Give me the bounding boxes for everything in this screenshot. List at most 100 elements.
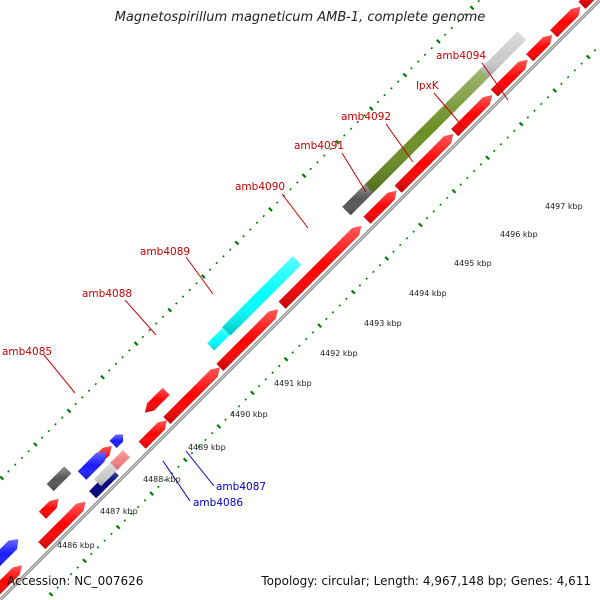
outer-minor-tick (249, 228, 252, 231)
leader-line (341, 152, 367, 193)
cds-feature[interactable] (363, 190, 397, 224)
inner-minor-tick (257, 384, 261, 388)
inner-minor-tick (69, 572, 73, 576)
topology-summary: Topology: circular; Length: 4,967,148 bp… (261, 574, 591, 588)
scale-labels: 4486 kbp 4487 kbp 4488 kbp 4489 kbp 4490 kbp… (57, 202, 583, 550)
inner-minor-tick (298, 344, 301, 348)
cds-arrow-shading (526, 35, 553, 62)
outer-minor-tick (60, 416, 64, 419)
gene-label[interactable]: amb4091 (294, 140, 344, 152)
cds-feature[interactable] (109, 434, 124, 449)
cds-arrow-shading (38, 498, 59, 519)
scale-label: 4494 kbp (409, 289, 447, 298)
cds-feature[interactable] (110, 450, 131, 470)
gene-label[interactable]: amb4087 (216, 481, 266, 493)
gene-label[interactable]: amb4092 (341, 111, 391, 123)
cds-feature[interactable] (0, 539, 19, 569)
outer-minor-tick (74, 402, 77, 406)
cds-feature[interactable] (94, 462, 118, 487)
outer-minor-tick (107, 369, 111, 372)
gene-label[interactable]: amb4094 (436, 50, 486, 62)
outer-minor-tick (255, 221, 259, 225)
cds-arrow-shading (490, 59, 528, 97)
cds-feature[interactable] (364, 69, 489, 193)
cds-feature[interactable] (394, 134, 454, 193)
cds-feature[interactable] (163, 367, 220, 424)
cds-feature[interactable] (38, 498, 59, 519)
cds-feature[interactable] (145, 387, 170, 413)
outer-minor-tick (423, 53, 427, 57)
outer-minor-tick (181, 295, 185, 298)
cds-feature[interactable] (138, 420, 167, 449)
inner-minor-tick (492, 149, 496, 153)
inner-minor-tick (204, 438, 207, 442)
gene-label[interactable]: lpxK (416, 80, 440, 92)
outer-minor-tick (13, 463, 17, 466)
cds-arrow-shading (163, 367, 220, 424)
gene-labels: amb4085 amb4088 amb4089 amb4090 amb4091 amb40… (2, 50, 486, 509)
scale-label: 4492 kbp (320, 349, 358, 358)
outer-minor-tick (208, 268, 212, 272)
cds-feature[interactable] (77, 451, 107, 480)
inner-minor-tick (278, 364, 281, 368)
cds-feature[interactable] (207, 327, 230, 351)
cds-feature[interactable] (451, 95, 493, 137)
cds-feature[interactable] (526, 35, 553, 62)
cds-arrow-shading (550, 6, 581, 38)
outer-minor-tick (329, 147, 333, 151)
cds-feature[interactable] (38, 501, 86, 550)
inner-minor-tick (338, 304, 342, 307)
outer-minor-tick (154, 322, 158, 325)
inner-minor-tick (445, 196, 449, 200)
cds-arrow-shading (145, 387, 170, 413)
outer-minor-tick (262, 214, 266, 218)
outer-minor-tick (128, 349, 131, 352)
outer-major-tick (200, 274, 206, 279)
cds-feature[interactable] (578, 0, 600, 9)
inner-minor-tick (110, 532, 113, 536)
leader-line (281, 193, 309, 229)
cds-feature[interactable] (490, 59, 528, 97)
scale-label: 4496 kbp (500, 230, 538, 239)
inner-minor-tick (224, 418, 227, 421)
inner-minor-tick (439, 203, 442, 207)
outer-major-tick (66, 408, 72, 414)
cds-feature[interactable] (0, 565, 22, 595)
leader-line (185, 256, 214, 295)
cds-feature[interactable] (278, 225, 362, 309)
outer-major-tick (335, 139, 341, 145)
outer-minor-tick (121, 355, 124, 359)
gene-label[interactable]: amb4085 (2, 346, 52, 358)
inner-minor-tick (459, 183, 462, 186)
inner-major-tick (149, 491, 155, 496)
cds-feature[interactable] (480, 31, 527, 78)
cds-feature[interactable] (342, 184, 374, 216)
cds-arrow-shading (110, 450, 131, 470)
outer-major-tick (436, 39, 441, 44)
inner-major-tick (182, 457, 188, 463)
leader-line (162, 460, 191, 502)
outer-minor-tick (141, 335, 145, 339)
cds-feature[interactable] (216, 309, 278, 371)
gene-label[interactable]: amb4090 (235, 181, 285, 193)
outer-minor-tick (430, 46, 433, 50)
inner-minor-tick (130, 512, 133, 516)
cds-arrow-shading (451, 95, 493, 137)
cds-feature[interactable] (46, 466, 72, 492)
cds-arrow-shading (278, 225, 362, 309)
cds-feature[interactable] (222, 256, 302, 336)
scale-label: 4493 kbp (364, 319, 402, 328)
cds-arrow-shading (342, 184, 374, 216)
inner-minor-tick (237, 404, 241, 408)
cds-arrow-shading (394, 134, 454, 193)
gene-label[interactable]: amb4088 (82, 288, 132, 300)
gene-label[interactable]: amb4089 (140, 246, 190, 258)
cds-arrow-shading (77, 451, 107, 480)
cds-feature[interactable] (550, 6, 581, 38)
leader-line (124, 299, 157, 336)
inner-major-tick (350, 289, 356, 295)
cds-arrow-shading (38, 501, 86, 550)
inner-major-tick (317, 323, 322, 329)
gene-label[interactable]: amb4086 (193, 497, 243, 509)
